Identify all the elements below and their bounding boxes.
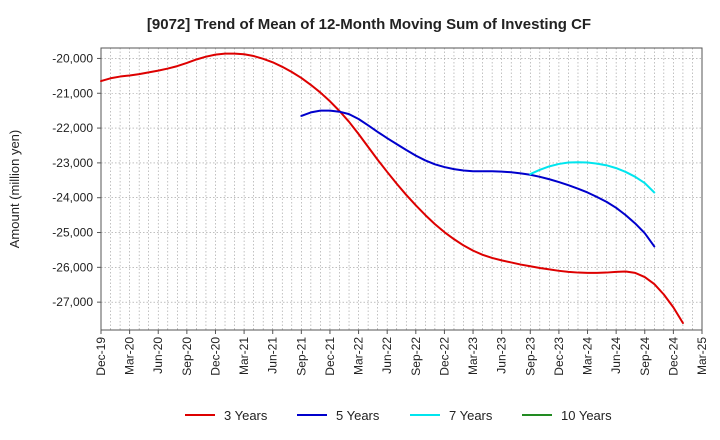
y-tick-label: -23,000 bbox=[52, 156, 93, 170]
x-tick-label: Mar-20 bbox=[123, 337, 137, 375]
y-tick-label: -20,000 bbox=[52, 51, 93, 65]
x-tick-label: Jun-23 bbox=[495, 337, 509, 374]
grid-lines bbox=[101, 48, 702, 330]
y-tick-label: -22,000 bbox=[52, 121, 93, 135]
legend-label-5-years: 5 Years bbox=[336, 408, 380, 423]
x-tick-label: Jun-24 bbox=[609, 337, 623, 374]
x-tick-label: Dec-22 bbox=[437, 337, 451, 376]
series-line-7-years bbox=[529, 161, 656, 194]
x-tick-label: Jun-20 bbox=[151, 337, 165, 374]
x-tick-label: Sep-24 bbox=[638, 337, 652, 376]
y-tick-label: -21,000 bbox=[52, 86, 93, 100]
x-axis-ticks: Dec-19 Mar-20 Jun-20 Sep-20 Dec-20 Mar-21 Jun-… bbox=[94, 330, 709, 376]
series-line-5-years bbox=[300, 109, 656, 248]
plot-frame bbox=[100, 47, 703, 331]
x-tick-label: Jun-21 bbox=[266, 337, 280, 374]
legend-label-7-years: 7 Years bbox=[449, 408, 493, 423]
x-tick-label: Sep-21 bbox=[294, 337, 308, 376]
x-tick-label: Mar-24 bbox=[581, 337, 595, 375]
x-tick-label: Dec-20 bbox=[208, 337, 222, 376]
y-tick-label: -25,000 bbox=[52, 226, 93, 240]
x-tick-label: Mar-23 bbox=[466, 337, 480, 375]
x-tick-label: Dec-24 bbox=[666, 337, 680, 376]
series-lines bbox=[100, 52, 684, 325]
x-tick-label: Dec-19 bbox=[94, 337, 108, 376]
x-tick-label: Dec-21 bbox=[323, 337, 337, 376]
x-tick-label: Mar-25 bbox=[695, 337, 709, 375]
y-axis-ticks: -20,000 -21,000 -22,000 -23,000 -24,000 -25,0… bbox=[52, 51, 101, 309]
legend-label-10-years: 10 Years bbox=[561, 408, 612, 423]
series-line-3-years bbox=[100, 52, 684, 325]
x-tick-label: Sep-22 bbox=[409, 337, 423, 376]
x-tick-label: Sep-20 bbox=[180, 337, 194, 376]
y-axis-label: Amount (million yen) bbox=[7, 130, 22, 249]
x-tick-label: Mar-22 bbox=[352, 337, 366, 375]
x-tick-label: Sep-23 bbox=[523, 337, 537, 376]
y-tick-label: -26,000 bbox=[52, 260, 93, 274]
legend: 3 Years 5 Years 7 Years 10 Years bbox=[185, 408, 612, 423]
x-tick-label: Jun-22 bbox=[380, 337, 394, 374]
y-tick-label: -24,000 bbox=[52, 191, 93, 205]
y-tick-label: -27,000 bbox=[52, 295, 93, 309]
x-tick-label: Mar-21 bbox=[237, 337, 251, 375]
x-tick-label: Dec-23 bbox=[552, 337, 566, 376]
chart-title: [9072] Trend of Mean of 12-Month Moving … bbox=[147, 16, 591, 33]
legend-label-3-years: 3 Years bbox=[224, 408, 268, 423]
